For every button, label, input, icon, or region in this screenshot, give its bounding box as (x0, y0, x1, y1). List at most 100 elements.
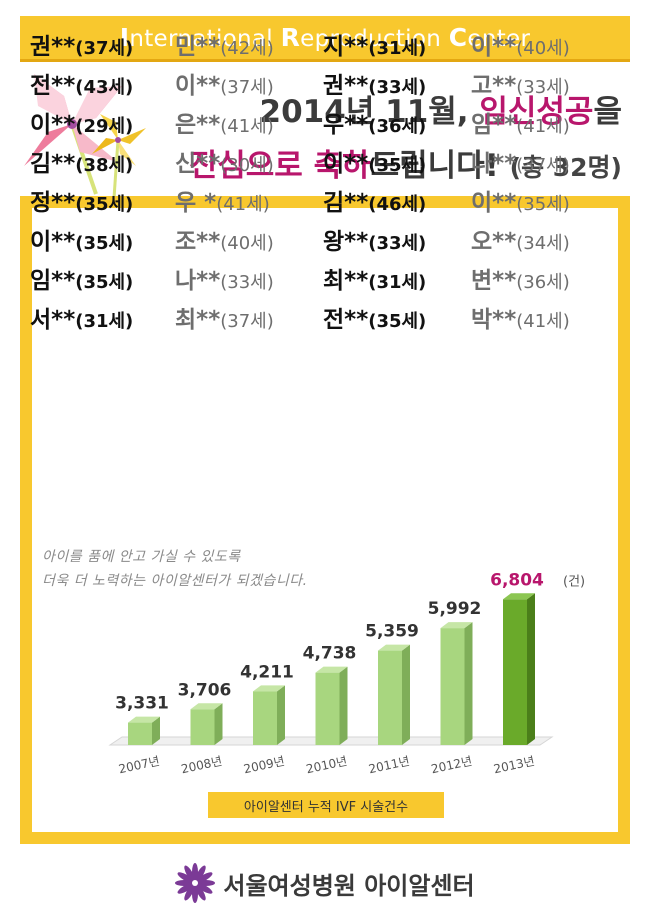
patient-age: (31세) (368, 271, 427, 293)
category-label: 2011년 (367, 754, 411, 776)
patient-age: (35세) (75, 271, 134, 293)
patient-entry: 이**(29세) (30, 105, 175, 139)
bar (128, 716, 160, 745)
patient-name: 신** (175, 150, 221, 177)
patient-entry: 나**(37세) (471, 144, 601, 178)
bar (503, 593, 535, 745)
patient-age: (41세) (516, 310, 570, 332)
patient-entry: 이**(35세) (30, 222, 175, 256)
bar (440, 622, 473, 745)
category-label: 2009년 (242, 754, 286, 776)
patient-age: (43세) (75, 76, 134, 98)
patient-name: 임** (471, 111, 517, 138)
patient-entry: 신**(30세) (175, 144, 323, 178)
bar (378, 644, 410, 745)
category-label: 2010년 (305, 754, 349, 776)
patient-age: (41세) (220, 115, 274, 137)
patient-name: 김** (323, 189, 369, 216)
message-line1: 아이를 품에 안고 가실 수 있도록 (42, 549, 241, 565)
patient-name: 변** (471, 267, 517, 294)
patient-age: (42세) (220, 37, 274, 59)
names-grid: 권**(37세) 민**(42세) 지**(31세) 이**(40세) 전**(43세)… (30, 24, 610, 336)
patient-age: (37세) (75, 37, 134, 59)
bar-value-label: 3,706 (178, 680, 232, 700)
patient-age: (33세) (368, 76, 427, 98)
patient-age: (40세) (516, 37, 570, 59)
footer-hospital-name: 서울여성병원 아이알센터 (223, 871, 475, 900)
patient-age: (46세) (368, 193, 427, 215)
patient-name: 정** (30, 189, 76, 216)
patient-age: (31세) (75, 310, 134, 332)
patient-entry: 서**(31세) (30, 300, 175, 334)
patient-name: 전** (323, 306, 369, 333)
patient-entry: 최**(31세) (323, 261, 471, 295)
patient-name: 전** (30, 72, 76, 99)
patient-name: 권** (30, 33, 76, 60)
patient-entry: 김**(38세) (30, 144, 175, 178)
patient-entry: 고**(33세) (471, 66, 601, 100)
bar (253, 685, 285, 745)
patient-age: (33세) (368, 232, 427, 254)
message-line2: 더욱 더 노력하는 아이알센터가 되겠습니다. (42, 573, 308, 589)
pinwheel-yellow-icon (92, 114, 146, 199)
title-banner: International Reproduction Center (20, 16, 630, 62)
patient-name: 최** (323, 267, 369, 294)
patient-age: (41세) (216, 193, 270, 215)
patient-name: 최** (175, 306, 221, 333)
patient-entry: 나**(33세) (175, 261, 323, 295)
patient-entry: 왕**(33세) (323, 222, 471, 256)
patient-name: 고** (471, 72, 517, 99)
patient-name: 이** (471, 33, 517, 60)
patient-age: (37세) (220, 76, 274, 98)
patient-age: (31세) (368, 37, 427, 59)
patient-name: 권** (323, 72, 369, 99)
patient-entry: 우 *(41세) (175, 183, 323, 217)
bar-value-label: 3,331 (115, 694, 169, 714)
patient-entry: 변**(36세) (471, 261, 601, 295)
patient-entry: 이**(35세) (471, 183, 601, 217)
patient-name: 은** (175, 111, 221, 138)
patient-age: (35세) (368, 154, 427, 176)
patient-entry: 조**(40세) (175, 222, 323, 256)
patient-name: 우 * (175, 189, 217, 216)
pinwheel-pink-icon (24, 74, 122, 195)
patient-name: 김** (30, 150, 76, 177)
patient-entry: 박**(41세) (471, 300, 601, 334)
patient-name: 민** (175, 33, 221, 60)
bar (190, 703, 223, 745)
patient-entry: 지**(31세) (323, 27, 471, 61)
patient-name: 나** (471, 150, 517, 177)
patient-entry: 전**(43세) (30, 66, 175, 100)
patient-name: 박** (471, 306, 517, 333)
patient-age: (41세) (516, 115, 570, 137)
patient-name: 이** (30, 111, 76, 138)
patient-age: (30세) (220, 154, 274, 176)
category-label: 2012년 (430, 754, 474, 776)
purple-flower-logo-icon (175, 863, 216, 903)
patient-age: (36세) (516, 271, 570, 293)
patient-age: (33세) (220, 271, 274, 293)
patient-age: (29세) (75, 115, 134, 137)
patient-age: (35세) (75, 193, 134, 215)
patient-name: 이** (30, 228, 76, 255)
patient-entry: 우**(36세) (323, 105, 471, 139)
patient-name: 이** (471, 189, 517, 216)
patient-name: 우** (323, 111, 369, 138)
patient-entry: 전**(35세) (323, 300, 471, 334)
patient-name: 조** (175, 228, 221, 255)
patient-name: 오** (471, 228, 517, 255)
patient-age: (34세) (516, 232, 570, 254)
patient-entry: 최**(37세) (175, 300, 323, 334)
patient-age: (37세) (220, 310, 274, 332)
headline-line1: 2014년 11월, 임신성공을 (259, 94, 622, 130)
patient-age: (35세) (368, 310, 427, 332)
bar-value-label: 5,359 (365, 622, 419, 642)
bar-value-label: 4,738 (303, 644, 357, 664)
bar-value-label: 4,211 (240, 662, 294, 682)
patient-entry: 오**(34세) (471, 222, 601, 256)
bar-value-label: 6,804 (490, 570, 544, 590)
patient-entry: 민**(42세) (175, 27, 323, 61)
category-label: 2013년 (492, 754, 536, 776)
bar-value-label: 5,992 (428, 599, 482, 619)
